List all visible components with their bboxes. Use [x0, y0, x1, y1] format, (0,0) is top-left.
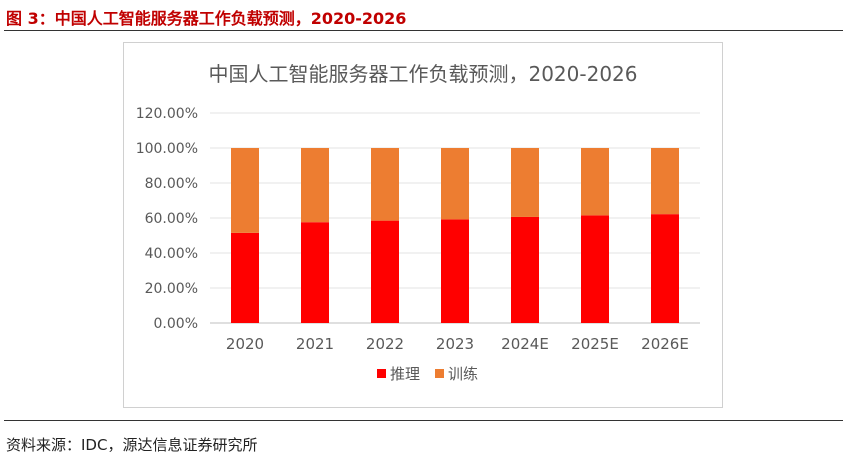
x-tick-label: 2023: [436, 335, 474, 353]
x-tick-label: 2022: [366, 335, 404, 353]
bar-segment: [441, 148, 469, 220]
y-axis-ticks: 0.00% 20.00% 40.00% 60.00% 80.00% 100.00% 120.…: [136, 106, 198, 332]
bottom-divider: [4, 420, 843, 421]
bar-segment: [511, 148, 539, 217]
x-tick-label: 2020: [226, 335, 264, 353]
bars: [231, 148, 679, 323]
legend: 推理 训练: [377, 365, 478, 383]
chart-title: 中国人工智能服务器工作负载预测，2020-2026: [208, 62, 637, 86]
chart-container: 中国人工智能服务器工作负载预测，2020-2026 0.00% 20.00% 40.…: [123, 42, 723, 408]
legend-label: 推理: [390, 365, 420, 383]
bar-segment: [231, 232, 259, 323]
bar-segment: [231, 148, 259, 233]
bar-segment: [581, 215, 609, 323]
source-note: 资料来源：IDC，源达信息证券研究所: [6, 436, 258, 454]
figure-caption: 图 3：中国人工智能服务器工作负载预测，2020-2026: [6, 9, 407, 28]
bar-segment: [301, 148, 329, 223]
y-tick-label: 120.00%: [136, 106, 198, 122]
bar-segment: [511, 216, 539, 323]
legend-swatch: [377, 369, 386, 378]
x-tick-label: 2024E: [501, 335, 549, 353]
bar-segment: [371, 220, 399, 323]
bar-segment: [651, 148, 679, 215]
x-tick-label: 2021: [296, 335, 334, 353]
x-tick-label: 2025E: [571, 335, 619, 353]
bar-segment: [441, 219, 469, 323]
top-divider: [4, 30, 843, 31]
y-tick-label: 60.00%: [145, 211, 198, 227]
bar-segment: [581, 148, 609, 216]
workload-chart: 中国人工智能服务器工作负载预测，2020-2026 0.00% 20.00% 40.…: [136, 62, 700, 383]
x-axis-ticks: 2020 2021 2022 2023 2024E 2025E 2026E: [226, 335, 689, 353]
y-tick-label: 40.00%: [145, 246, 198, 262]
y-tick-label: 20.00%: [145, 281, 198, 297]
y-tick-label: 0.00%: [154, 316, 198, 332]
legend-label: 训练: [448, 365, 478, 383]
bar-segment: [651, 214, 679, 323]
bar-segment: [371, 148, 399, 221]
bar-segment: [301, 222, 329, 323]
y-tick-label: 80.00%: [145, 176, 198, 192]
y-tick-label: 100.00%: [136, 141, 198, 157]
legend-swatch: [435, 369, 444, 378]
x-tick-label: 2026E: [641, 335, 689, 353]
